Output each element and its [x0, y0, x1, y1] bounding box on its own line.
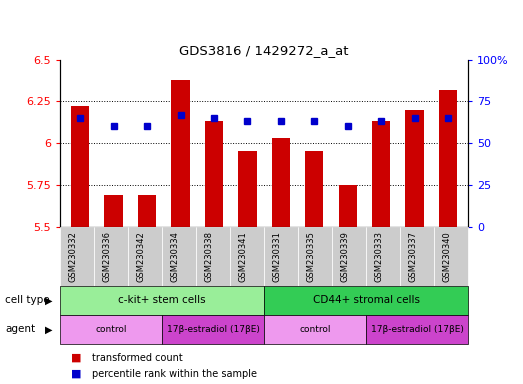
Text: GSM230336: GSM230336	[102, 231, 111, 282]
Bar	[172, 79, 190, 227]
Bar	[439, 89, 457, 227]
Text: CD44+ stromal cells: CD44+ stromal cells	[313, 295, 419, 306]
Bar	[105, 195, 123, 227]
Text: GSM230341: GSM230341	[238, 231, 247, 282]
Bar	[205, 121, 223, 227]
Text: GSM230342: GSM230342	[136, 231, 145, 282]
Text: GSM230339: GSM230339	[340, 231, 349, 282]
Text: GSM230337: GSM230337	[408, 231, 417, 282]
Text: control: control	[95, 325, 127, 334]
Bar	[238, 151, 257, 227]
Bar	[338, 185, 357, 227]
Text: 17β-estradiol (17βE): 17β-estradiol (17βE)	[371, 325, 463, 334]
Bar	[405, 110, 424, 227]
Bar	[372, 121, 390, 227]
Text: GSM230335: GSM230335	[306, 231, 315, 282]
Bar	[138, 195, 156, 227]
Text: GSM230340: GSM230340	[442, 231, 451, 282]
Text: ▶: ▶	[45, 295, 52, 306]
Text: ■: ■	[71, 369, 81, 379]
Title: GDS3816 / 1429272_a_at: GDS3816 / 1429272_a_at	[179, 44, 349, 57]
Bar	[305, 151, 323, 227]
Text: transformed count: transformed count	[92, 353, 183, 363]
Text: cell type: cell type	[5, 295, 50, 306]
Bar	[71, 106, 89, 227]
Text: ■: ■	[71, 353, 81, 363]
Text: GSM230338: GSM230338	[204, 231, 213, 282]
Text: c-kit+ stem cells: c-kit+ stem cells	[118, 295, 206, 306]
Text: control: control	[299, 325, 331, 334]
Text: 17β-estradiol (17βE): 17β-estradiol (17βE)	[167, 325, 259, 334]
Text: GSM230332: GSM230332	[68, 231, 77, 282]
Text: agent: agent	[5, 324, 36, 334]
Text: GSM230331: GSM230331	[272, 231, 281, 282]
Text: GSM230333: GSM230333	[374, 231, 383, 282]
Text: ▶: ▶	[45, 324, 52, 334]
Bar	[271, 138, 290, 227]
Text: percentile rank within the sample: percentile rank within the sample	[92, 369, 256, 379]
Text: GSM230334: GSM230334	[170, 231, 179, 282]
